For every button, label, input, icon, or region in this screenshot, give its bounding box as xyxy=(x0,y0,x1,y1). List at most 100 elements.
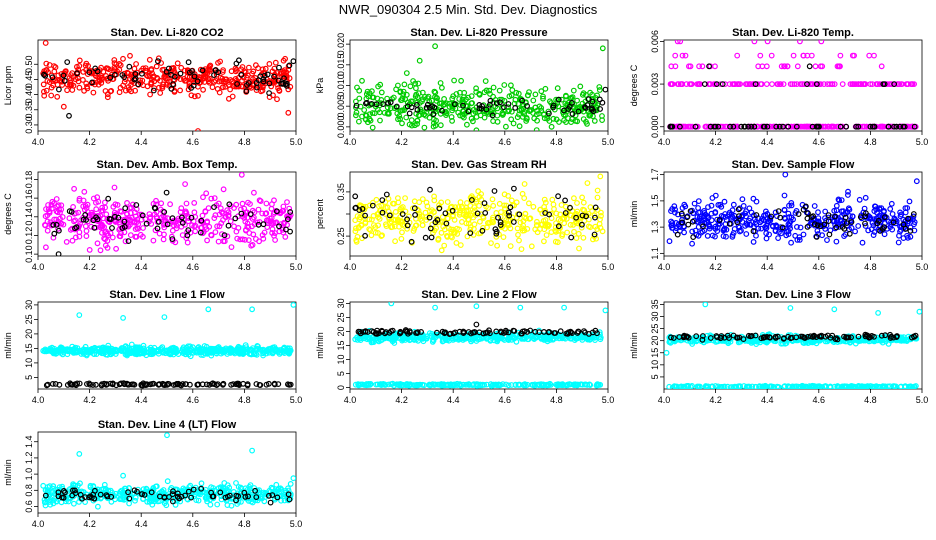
data-point xyxy=(183,381,189,388)
data-point xyxy=(497,213,504,220)
data-point xyxy=(197,229,204,236)
data-point xyxy=(147,91,154,98)
data-point xyxy=(190,82,197,89)
data-point xyxy=(720,233,727,240)
data-point xyxy=(536,103,543,110)
x-tick-label: 4.4 xyxy=(761,395,774,405)
data-point xyxy=(873,383,879,389)
data-point xyxy=(763,81,770,87)
data-point xyxy=(285,63,292,70)
data-point xyxy=(150,73,157,80)
data-point xyxy=(376,330,382,337)
data-point xyxy=(555,96,562,103)
data-point xyxy=(793,123,800,130)
data-point xyxy=(435,236,442,243)
data-point xyxy=(757,219,763,226)
data-point xyxy=(814,222,821,229)
x-tick-label: 4.0 xyxy=(658,137,671,147)
y-axis-label: ml/min xyxy=(3,332,13,359)
data-point xyxy=(124,352,130,359)
y-axis-label: degrees C xyxy=(3,193,13,235)
data-point xyxy=(885,123,892,130)
data-point xyxy=(540,95,546,102)
data-point xyxy=(249,215,256,222)
data-point xyxy=(155,381,162,388)
data-point xyxy=(182,208,189,215)
data-point xyxy=(456,209,463,216)
data-point xyxy=(602,307,608,314)
chart-title: Stan. Dev. Li-820 Temp. xyxy=(732,27,854,39)
x-tick-label: 4.2 xyxy=(395,395,408,405)
data-point xyxy=(831,207,838,214)
data-point xyxy=(247,350,254,357)
data-point xyxy=(53,216,60,223)
y-tick-label: 0.006 xyxy=(650,30,660,53)
data-point xyxy=(817,63,824,70)
data-point xyxy=(410,205,416,212)
data-point xyxy=(587,224,594,231)
x-tick-label: 5.0 xyxy=(290,262,303,272)
data-point xyxy=(154,58,161,65)
data-point xyxy=(753,198,760,205)
data-point xyxy=(169,227,176,234)
data-point xyxy=(507,243,514,250)
data-point xyxy=(797,40,803,45)
data-point xyxy=(695,198,702,205)
data-point xyxy=(458,77,465,84)
data-point xyxy=(251,221,258,228)
data-point xyxy=(753,212,760,218)
x-tick-label: 4.2 xyxy=(709,262,722,272)
data-point xyxy=(723,216,730,223)
data-point xyxy=(842,214,849,221)
data-point xyxy=(148,349,155,356)
data-point xyxy=(507,225,514,232)
data-point xyxy=(68,72,74,78)
data-point xyxy=(488,240,494,247)
y-tick-label: 25 xyxy=(24,314,34,324)
data-point xyxy=(849,213,856,220)
data-point xyxy=(285,216,291,223)
x-tick-label: 4.6 xyxy=(499,137,512,147)
data-point xyxy=(212,77,219,84)
y-tick-label: 0.16 xyxy=(24,189,34,207)
x-tick-label: 4.6 xyxy=(813,262,826,272)
data-point xyxy=(594,92,600,99)
data-point xyxy=(451,229,458,236)
data-point xyxy=(580,206,586,213)
data-point xyxy=(211,195,218,202)
data-point xyxy=(777,81,784,87)
figure-title: NWR_090304 2.5 Min. Std. Dev. Diagnostic… xyxy=(339,2,598,17)
data-point xyxy=(391,200,398,207)
data-point xyxy=(66,75,73,81)
data-point xyxy=(153,63,160,70)
y-axis-label: Licor ppm xyxy=(3,66,13,106)
data-point xyxy=(515,90,522,97)
data-point xyxy=(244,223,251,230)
y-tick-label: 10 xyxy=(24,358,34,368)
data-point xyxy=(260,221,267,228)
data-point xyxy=(220,84,226,90)
data-point xyxy=(43,244,49,251)
data-point xyxy=(808,52,815,59)
data-point xyxy=(561,335,567,341)
data-point xyxy=(108,216,114,223)
data-point xyxy=(579,221,585,228)
data-point xyxy=(164,382,170,388)
data-point xyxy=(120,315,126,321)
y-tick-label: 5 xyxy=(24,375,34,380)
data-point xyxy=(764,40,771,45)
data-point xyxy=(508,116,515,123)
data-point xyxy=(589,106,595,113)
data-point xyxy=(573,214,579,221)
data-point xyxy=(451,77,458,84)
data-point xyxy=(878,205,885,212)
data-point xyxy=(464,200,470,206)
data-point xyxy=(44,218,51,225)
data-point xyxy=(492,103,499,110)
data-point xyxy=(436,381,443,388)
data-point xyxy=(576,245,582,252)
data-point xyxy=(55,72,62,79)
data-point xyxy=(126,86,133,93)
data-point xyxy=(743,81,750,87)
data-point xyxy=(896,232,902,239)
